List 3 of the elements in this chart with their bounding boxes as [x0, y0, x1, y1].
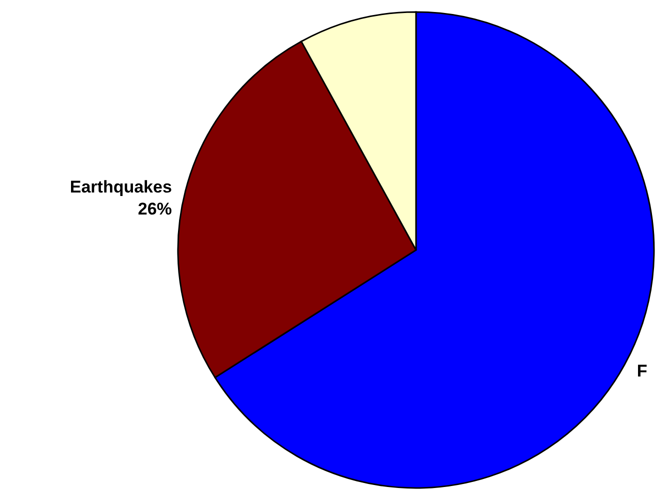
slice-label: F — [636, 361, 648, 380]
slice-label: Earthquakes — [70, 177, 172, 196]
data-label: 26% — [138, 199, 172, 218]
